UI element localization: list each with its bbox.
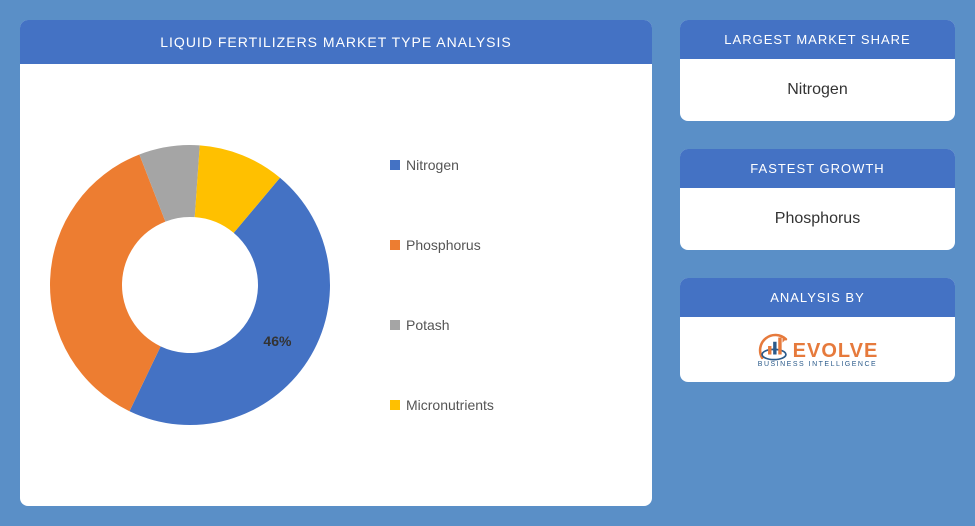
legend-item: Potash: [390, 317, 632, 333]
legend-item: Phosphorus: [390, 237, 632, 253]
chart-legend: Nitrogen Phosphorus Potash Micronutrients: [350, 125, 632, 445]
card-header: FASTEST GROWTH: [680, 149, 955, 188]
chart-title: LIQUID FERTILIZERS MARKET TYPE ANALYSIS: [20, 20, 652, 64]
card-logo-body: EVOLVE BUSINESS INTELLIGENCE: [680, 317, 955, 382]
legend-label: Phosphorus: [406, 237, 481, 253]
card-largest-share: LARGEST MARKET SHARE Nitrogen: [680, 20, 955, 121]
card-header: ANALYSIS BY: [680, 278, 955, 317]
donut-chart: 46%: [30, 125, 350, 445]
chart-panel: LIQUID FERTILIZERS MARKET TYPE ANALYSIS …: [20, 20, 652, 506]
legend-swatch: [390, 160, 400, 170]
card-value: Nitrogen: [680, 59, 955, 121]
legend-swatch: [390, 320, 400, 330]
legend-label: Nitrogen: [406, 157, 459, 173]
chart-body: 46% Nitrogen Phosphorus Potash Micronutrien…: [20, 64, 652, 506]
evolve-logo: EVOLVE BUSINESS INTELLIGENCE: [757, 329, 879, 368]
card-analysis-by: ANALYSIS BY EVOLVE BUSINESS INTELLIGENCE: [680, 278, 955, 382]
logo-text: EVOLVE: [793, 340, 879, 363]
slice-label: 46%: [263, 333, 291, 349]
legend-label: Potash: [406, 317, 450, 333]
legend-swatch: [390, 400, 400, 410]
card-value: Phosphorus: [680, 188, 955, 250]
legend-label: Micronutrients: [406, 397, 494, 413]
card-fastest-growth: FASTEST GROWTH Phosphorus: [680, 149, 955, 250]
legend-swatch: [390, 240, 400, 250]
globe-bars-icon: [757, 329, 791, 363]
legend-item: Nitrogen: [390, 157, 632, 173]
card-header: LARGEST MARKET SHARE: [680, 20, 955, 59]
legend-item: Micronutrients: [390, 397, 632, 413]
logo-subtext: BUSINESS INTELLIGENCE: [758, 361, 877, 368]
side-column: LARGEST MARKET SHARE Nitrogen FASTEST GR…: [680, 20, 955, 506]
